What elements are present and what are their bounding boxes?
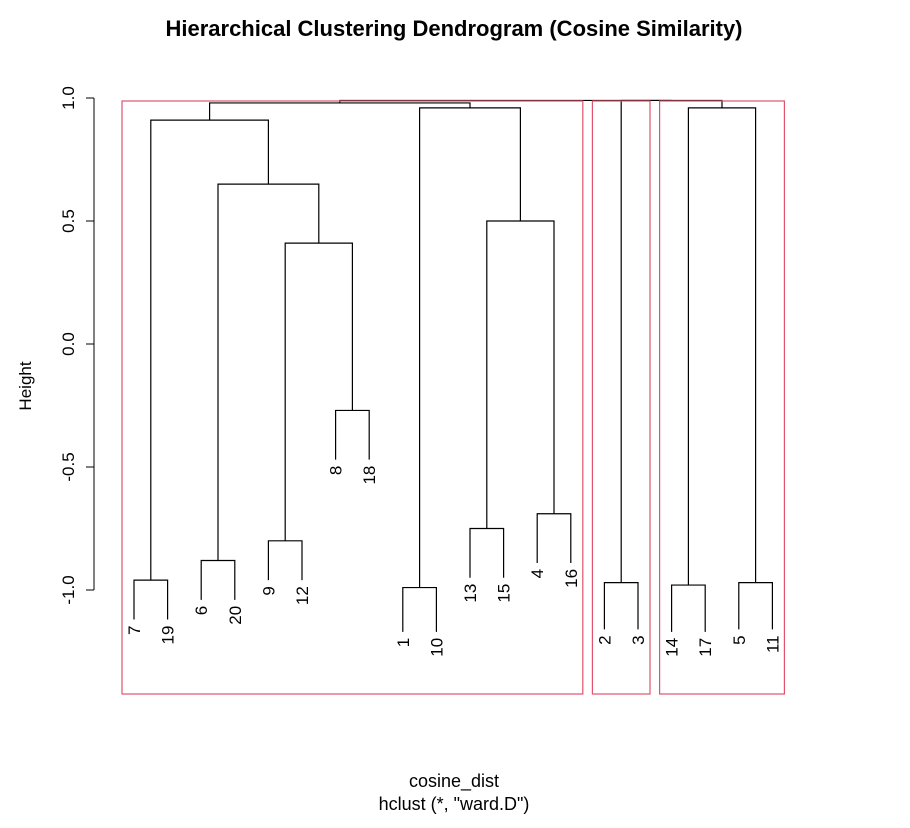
dendrogram-links [133, 99, 773, 632]
y-axis-label: Height [16, 361, 35, 410]
dendrogram-link [738, 582, 773, 630]
dendrogram-link [671, 584, 706, 632]
leaf-label: 17 [696, 638, 715, 657]
y-axis: -1.0 -0.5 0.0 0.5 1.0 [59, 86, 95, 605]
dendrogram-link [217, 183, 320, 561]
leaf-label: 15 [495, 584, 514, 603]
leaf-label: 3 [629, 635, 648, 644]
y-tick-label: -0.5 [59, 452, 78, 481]
leaf-label: 8 [327, 466, 346, 475]
dendrogram-link [687, 107, 757, 586]
leaf-label: 20 [226, 606, 245, 625]
dendrogram-link [150, 119, 269, 581]
leaf-label: 11 [763, 635, 782, 653]
dendrogram-link [209, 102, 471, 121]
dendrogram-link [603, 582, 639, 630]
method-sublabel: hclust (*, "ward.D") [379, 794, 530, 814]
dendrogram-link [402, 586, 437, 632]
dendrogram-link [200, 559, 236, 600]
cluster-box [591, 100, 651, 695]
leaf-label: 7 [125, 626, 144, 635]
leaf-labels: 7 19 6 20 9 12 8 18 1 10 13 15 4 16 2 3 14 17 5 11 [125, 466, 782, 657]
cluster-box [658, 100, 785, 695]
leaf-label: 13 [461, 584, 480, 603]
leaf-label: 2 [595, 635, 614, 644]
dendrogram-link [620, 99, 723, 583]
leaf-label: 6 [192, 606, 211, 615]
leaf-label: 12 [293, 586, 312, 605]
leaf-label: 16 [562, 569, 581, 588]
dendrogram-link [486, 220, 555, 529]
dendrogram-link [536, 513, 572, 563]
cluster-boxes [121, 100, 785, 695]
dendrogram-link [133, 579, 169, 620]
y-tick-label: -1.0 [59, 575, 78, 604]
y-tick-label: 0.0 [59, 332, 78, 356]
dendrogram-link [267, 540, 303, 581]
leaf-label: 9 [259, 586, 278, 595]
chart-title: Hierarchical Clustering Dendrogram (Cosi… [165, 16, 742, 41]
leaf-label: 1 [394, 638, 413, 647]
cluster-box [121, 100, 584, 695]
leaf-label: 10 [427, 638, 446, 657]
y-tick-label: 1.0 [59, 86, 78, 110]
dendrogram-link [335, 409, 370, 460]
leaf-label: 14 [663, 638, 682, 657]
y-tick-label: 0.5 [59, 209, 78, 233]
dendrogram-link [284, 242, 353, 541]
dendrogram-link [469, 527, 505, 578]
leaf-label: 18 [360, 466, 379, 485]
leaf-label: 5 [730, 635, 749, 644]
leaf-label: 4 [528, 569, 547, 578]
x-axis-label: cosine_dist [409, 771, 499, 792]
leaf-label: 19 [159, 626, 178, 645]
dendrogram-link [419, 107, 521, 588]
